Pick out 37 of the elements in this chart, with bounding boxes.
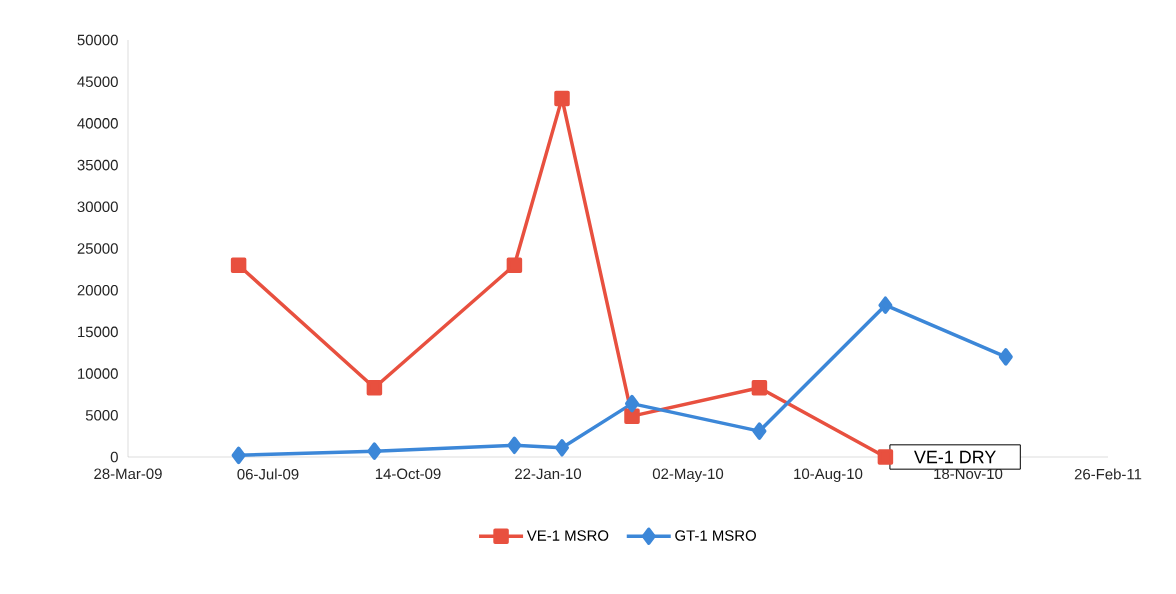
legend-label: VE-1 MSRO — [526, 530, 609, 541]
point — [366, 380, 383, 396]
x-tick-label: 14-Oct-09 — [375, 468, 441, 480]
x-tick-label: 22-Jan-10 — [515, 468, 582, 480]
x-tick-label: 10-Aug-10 — [794, 468, 863, 483]
point — [624, 408, 640, 424]
point — [506, 257, 523, 273]
point — [752, 422, 767, 440]
point — [625, 394, 639, 413]
x-tick-label: 02-May-10 — [652, 468, 724, 483]
point — [555, 439, 569, 457]
point — [998, 348, 1013, 366]
y-tick-label: 0 — [110, 451, 118, 463]
y-tick-label: 45000 — [77, 76, 118, 87]
point — [751, 380, 768, 396]
y-tick-label: 25000 — [77, 243, 118, 254]
x-tick-label: 18-Nov-10 — [934, 468, 1003, 480]
point — [877, 449, 894, 465]
y-tick-label: 50000 — [77, 34, 118, 46]
point — [230, 257, 247, 273]
point — [878, 296, 893, 314]
point — [554, 90, 570, 107]
x-tick-label: 26-Feb-11 — [1074, 468, 1142, 480]
y-tick-label: 20000 — [77, 284, 118, 296]
point — [507, 436, 522, 455]
annotation: VE-1 DRY — [914, 450, 996, 464]
y-tick-label: 30000 — [77, 201, 118, 213]
point — [367, 442, 382, 460]
y-tick-label: 10000 — [78, 368, 118, 379]
y-tick-label: 5000 — [85, 410, 118, 421]
x-tick-label: 28-Mar-09 — [94, 468, 162, 480]
y-tick-label: 40000 — [77, 118, 118, 129]
x-tick-label: 06-Jul-09 — [237, 468, 299, 480]
legend-label: GT-1 MSRO — [675, 530, 756, 541]
y-tick-label: 15000 — [78, 326, 118, 338]
point — [231, 446, 246, 465]
y-tick-label: 35000 — [77, 159, 118, 171]
